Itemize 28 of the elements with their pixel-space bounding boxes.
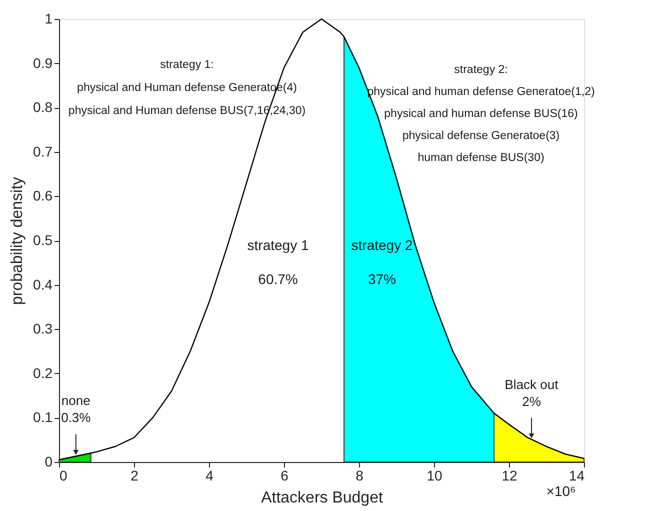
y-tick-label: 0.3 bbox=[33, 320, 53, 337]
x-tick-label: 10 bbox=[426, 468, 442, 484]
y-tick-label: 0.6 bbox=[33, 188, 53, 204]
x-tick-label: 8 bbox=[356, 468, 364, 484]
y-tick-label: 0.5 bbox=[33, 232, 53, 248]
annotation: strategy 1 bbox=[247, 237, 309, 253]
y-tick-label: 0.8 bbox=[33, 99, 53, 116]
x-axis-title: Attackers Budget bbox=[261, 490, 384, 506]
x-tick-label: 14 bbox=[568, 468, 585, 484]
x-tick-label: 0 bbox=[60, 468, 68, 484]
y-tick-label: 0.4 bbox=[33, 276, 53, 292]
x-tick-label: 2 bbox=[130, 468, 139, 484]
y-tick-label: 0.9 bbox=[33, 54, 53, 71]
y-tick-label: 1 bbox=[44, 10, 53, 26]
y-axis-title: probability density bbox=[9, 176, 26, 306]
annotation: none 0.3% bbox=[61, 393, 92, 426]
x-tick-label: 12 bbox=[502, 468, 518, 484]
annotation: 60.7% bbox=[258, 271, 298, 287]
x-tick-label: 4 bbox=[206, 468, 214, 484]
annotation: 37% bbox=[368, 271, 396, 287]
y-tick-label: 0 bbox=[44, 454, 53, 470]
annotation: strategy 2 bbox=[351, 237, 413, 253]
x-tick-label: 6 bbox=[280, 468, 289, 484]
y-tick-label: 0.7 bbox=[33, 143, 53, 160]
text: ×10⁶ bbox=[546, 483, 576, 499]
y-tick-label: 0.1 bbox=[33, 409, 53, 426]
y-tick-label: 0.2 bbox=[33, 364, 53, 381]
annotation: Black out 2% bbox=[504, 376, 559, 409]
